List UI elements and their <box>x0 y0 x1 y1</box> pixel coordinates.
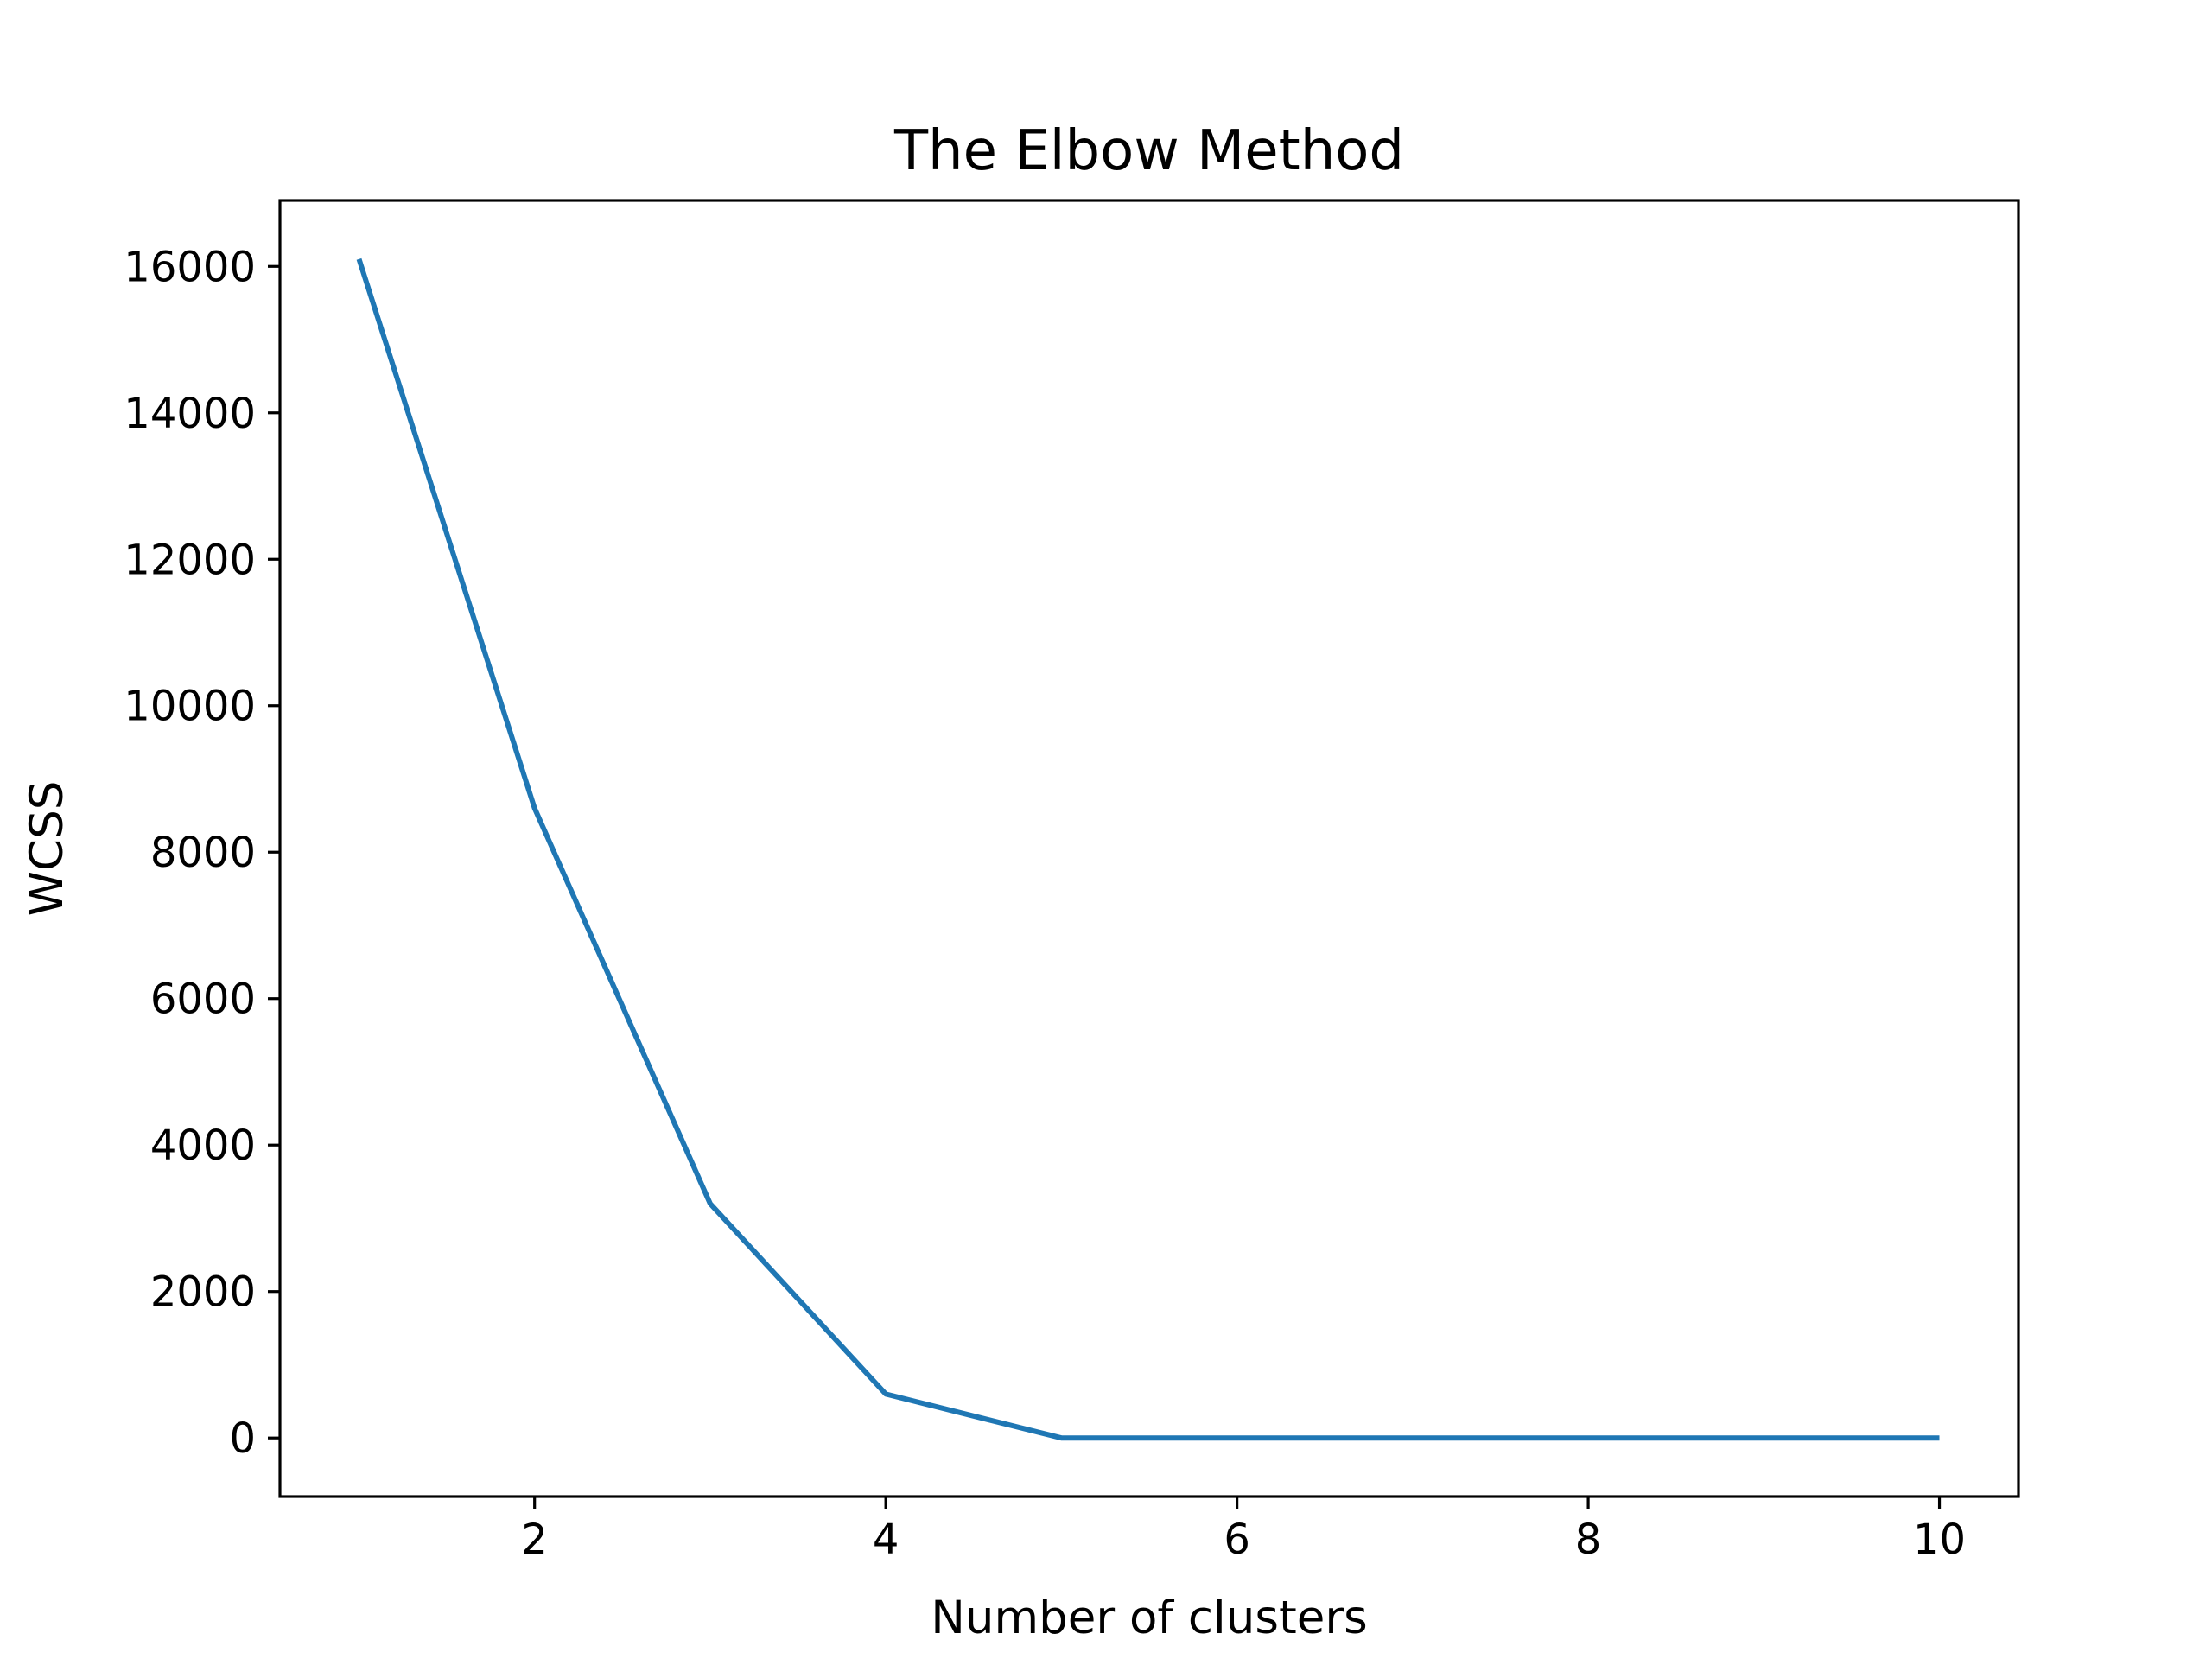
y-tick-label: 6000 <box>150 976 256 1024</box>
x-tick-label: 4 <box>873 1516 899 1564</box>
chart-title: The Elbow Method <box>893 119 1404 183</box>
x-tick-label: 6 <box>1224 1516 1250 1564</box>
x-axis-label: Number of clusters <box>931 1592 1368 1644</box>
y-tick-label: 10000 <box>124 683 256 731</box>
y-tick-label: 2000 <box>150 1268 256 1317</box>
y-tick-label: 14000 <box>124 390 256 438</box>
x-tick-label: 10 <box>1913 1516 1966 1564</box>
x-tick-label: 8 <box>1575 1516 1602 1564</box>
y-axis-label: WCSS <box>21 781 73 917</box>
series-line-1 <box>356 257 1940 1441</box>
y-tick-label: 0 <box>229 1414 256 1463</box>
x-axis-ticks: 2 4 6 8 10 <box>521 1497 1966 1564</box>
plot-frame <box>278 199 2020 1498</box>
y-tick-label: 12000 <box>124 536 256 584</box>
y-tick-label: 16000 <box>124 243 256 291</box>
y-axis-ticks: 0 2000 4000 6000 8000 10000 12000 14000 16000 <box>124 243 280 1463</box>
x-tick-label: 2 <box>521 1516 548 1564</box>
y-tick-label: 4000 <box>150 1122 256 1170</box>
y-tick-label: 8000 <box>150 829 256 877</box>
